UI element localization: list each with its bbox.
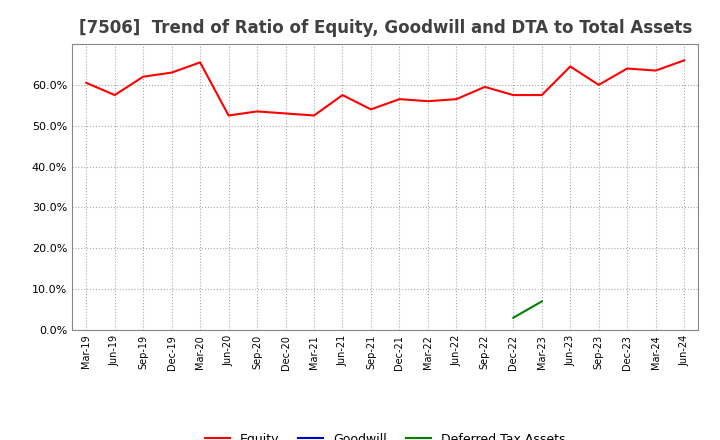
Equity	[595, 82, 603, 88]
Equity	[537, 92, 546, 98]
Equity	[282, 111, 290, 116]
Equity	[310, 113, 318, 118]
Equity	[225, 113, 233, 118]
Equity	[452, 96, 461, 102]
Equity	[338, 92, 347, 98]
Equity	[139, 74, 148, 79]
Equity	[509, 92, 518, 98]
Equity	[652, 68, 660, 73]
Equity	[423, 99, 432, 104]
Title: [7506]  Trend of Ratio of Equity, Goodwill and DTA to Total Assets: [7506] Trend of Ratio of Equity, Goodwil…	[78, 19, 692, 37]
Equity	[480, 84, 489, 90]
Equity	[366, 107, 375, 112]
Equity	[82, 80, 91, 85]
Equity	[680, 58, 688, 63]
Equity	[623, 66, 631, 71]
Deferred Tax Assets	[537, 299, 546, 304]
Line: Equity: Equity	[86, 60, 684, 115]
Equity	[167, 70, 176, 75]
Deferred Tax Assets	[509, 315, 518, 320]
Equity	[196, 60, 204, 65]
Legend: Equity, Goodwill, Deferred Tax Assets: Equity, Goodwill, Deferred Tax Assets	[200, 428, 570, 440]
Equity	[253, 109, 261, 114]
Equity	[110, 92, 119, 98]
Line: Deferred Tax Assets: Deferred Tax Assets	[513, 301, 541, 318]
Equity	[566, 64, 575, 69]
Equity	[395, 96, 404, 102]
